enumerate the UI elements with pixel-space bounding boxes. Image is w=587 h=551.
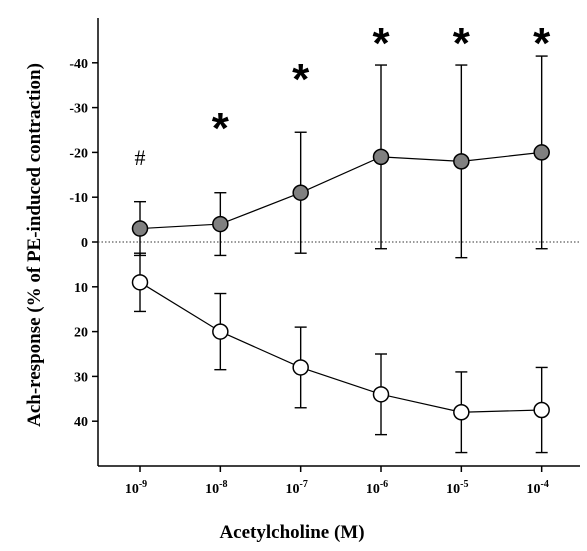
x-axis-title: Acetylcholine (M) — [219, 522, 364, 543]
data-point-open — [533, 401, 550, 419]
data-point-filled — [292, 184, 309, 201]
x-tick-label: 10-8 — [205, 479, 227, 497]
x-tick-label: 10-5 — [446, 479, 468, 497]
significance-hash: # — [135, 145, 146, 170]
data-point-open — [292, 359, 309, 376]
y-tick-label: -30 — [69, 102, 88, 117]
y-tick-label: -10 — [69, 191, 88, 206]
data-point-open — [453, 403, 470, 421]
y-tick-label: 20 — [74, 326, 88, 341]
y-tick-label: -20 — [69, 146, 88, 161]
data-point-filled — [131, 220, 149, 237]
significance-star: * — [533, 19, 551, 68]
significance-star: * — [372, 19, 390, 68]
y-tick-label: 10 — [74, 281, 88, 296]
significance-star: * — [212, 104, 230, 153]
data-point-filled — [372, 148, 390, 166]
y-axis-title: Ach-response (% of PE-induced contractio… — [24, 63, 45, 427]
data-point-filled — [212, 215, 229, 233]
significance-star: * — [453, 19, 471, 68]
x-tick-label: 10-4 — [526, 479, 548, 497]
x-tick-label: 10-7 — [285, 479, 307, 497]
series-line — [139, 281, 542, 413]
data-point-filled — [453, 153, 470, 170]
y-tick-label: -40 — [69, 57, 88, 72]
data-point-filled — [533, 144, 550, 161]
data-point-open — [131, 274, 149, 291]
x-tick-label: 10-6 — [366, 479, 388, 497]
data-point-open — [212, 323, 229, 340]
series-line — [139, 151, 542, 230]
plot-area: -40 -30 -20 -10 0 10 20 30 40 10-9 10-8 10-7 10-6 10-… — [69, 18, 580, 497]
y-tick-label: 40 — [74, 415, 88, 430]
x-tick-label: 10-9 — [125, 479, 147, 497]
data-point-open — [372, 386, 390, 403]
significance-star: * — [292, 55, 310, 104]
y-tick-label: 0 — [81, 236, 88, 251]
y-tick-label: 30 — [74, 370, 88, 385]
